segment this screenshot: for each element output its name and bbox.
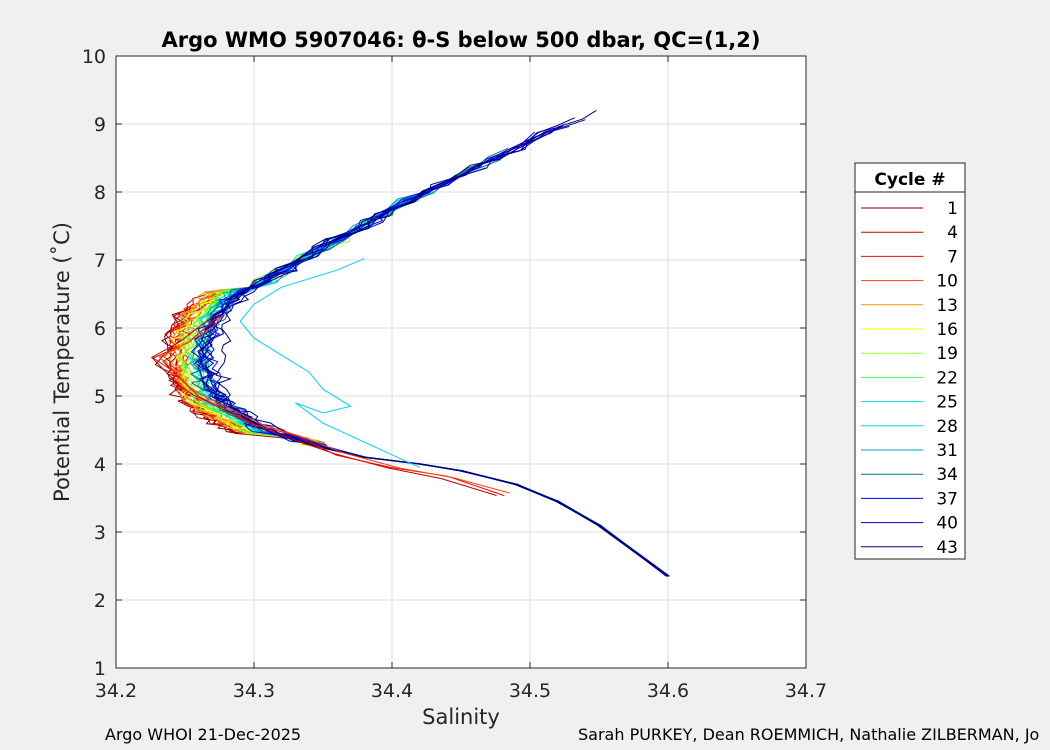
y-tick-label: 8 [94, 182, 106, 204]
profile-curves [150, 109, 670, 577]
legend-label: 1 [947, 199, 958, 219]
legend-label: 10 [936, 272, 958, 292]
legend-label: 19 [936, 344, 958, 364]
footer-right-text: Sarah PURKEY, Dean ROEMMICH, Nathalie ZI… [578, 725, 1040, 744]
legend-label: 25 [936, 393, 958, 413]
x-tick-label: 34.2 [95, 680, 137, 702]
cycle-37-profile [190, 131, 670, 577]
legend: Cycle # 1 4 7 10 13 16 19 22 25 28 31 34 37 40 43 [854, 162, 966, 560]
cycle-43-profile [194, 109, 669, 577]
y-tick-label: 1 [94, 658, 106, 680]
legend-label: 40 [936, 514, 958, 534]
y-tick-label: 7 [94, 250, 106, 272]
early-cycle-fresh-lobe [150, 314, 497, 496]
legend-label: 43 [936, 538, 958, 558]
y-tick-label: 2 [94, 590, 106, 612]
legend-entries: 1 4 7 10 13 16 19 22 25 28 31 34 37 40 43 [861, 199, 958, 558]
cycle-28-excursion [239, 258, 420, 468]
cycle-10-profile [170, 255, 668, 577]
axis-ticks [115, 55, 807, 669]
y-tick-label: 6 [94, 318, 106, 340]
axis-tick-labels: 34.2 34.3 34.4 34.5 34.6 34.7 1 2 3 4 5 6 7 8 9 10 [82, 46, 827, 702]
early-cycle-fresh-lobe [158, 312, 510, 494]
footer-left-text: Argo WHOI 21-Dec-2025 [105, 725, 302, 744]
y-tick-label: 3 [94, 522, 106, 544]
y-tick-label: 4 [94, 454, 106, 476]
legend-label: 7 [947, 247, 958, 267]
plot-frame [115, 55, 807, 669]
grid-lines [116, 56, 806, 668]
legend-label: 13 [936, 296, 958, 316]
legend-label: 4 [947, 223, 958, 243]
legend-box [854, 191, 966, 560]
legend-label: 22 [936, 368, 958, 388]
legend-label: 16 [936, 320, 958, 340]
x-tick-label: 34.6 [647, 680, 689, 702]
x-axis-label: Salinity [422, 705, 500, 729]
legend-title-box [854, 162, 966, 193]
cycle-40-profile [198, 125, 670, 577]
y-tick-label: 5 [94, 386, 106, 408]
x-tick-label: 34.3 [233, 680, 275, 702]
x-tick-label: 34.7 [785, 680, 827, 702]
legend-label: 37 [936, 489, 958, 509]
x-tick-label: 34.5 [509, 680, 551, 702]
chart-title: Argo WMO 5907046: θ-S below 500 dbar, QC… [162, 28, 761, 52]
legend-label: 34 [936, 465, 958, 485]
legend-title: Cycle # [874, 170, 945, 190]
y-tick-label: 10 [82, 46, 106, 68]
y-axis-label: Potential Temperature (˚C) [50, 222, 74, 502]
x-tick-label: 34.4 [371, 680, 413, 702]
legend-label: 31 [936, 441, 958, 461]
y-tick-label: 9 [94, 114, 106, 136]
plot-area [116, 56, 806, 668]
legend-label: 28 [936, 417, 958, 437]
